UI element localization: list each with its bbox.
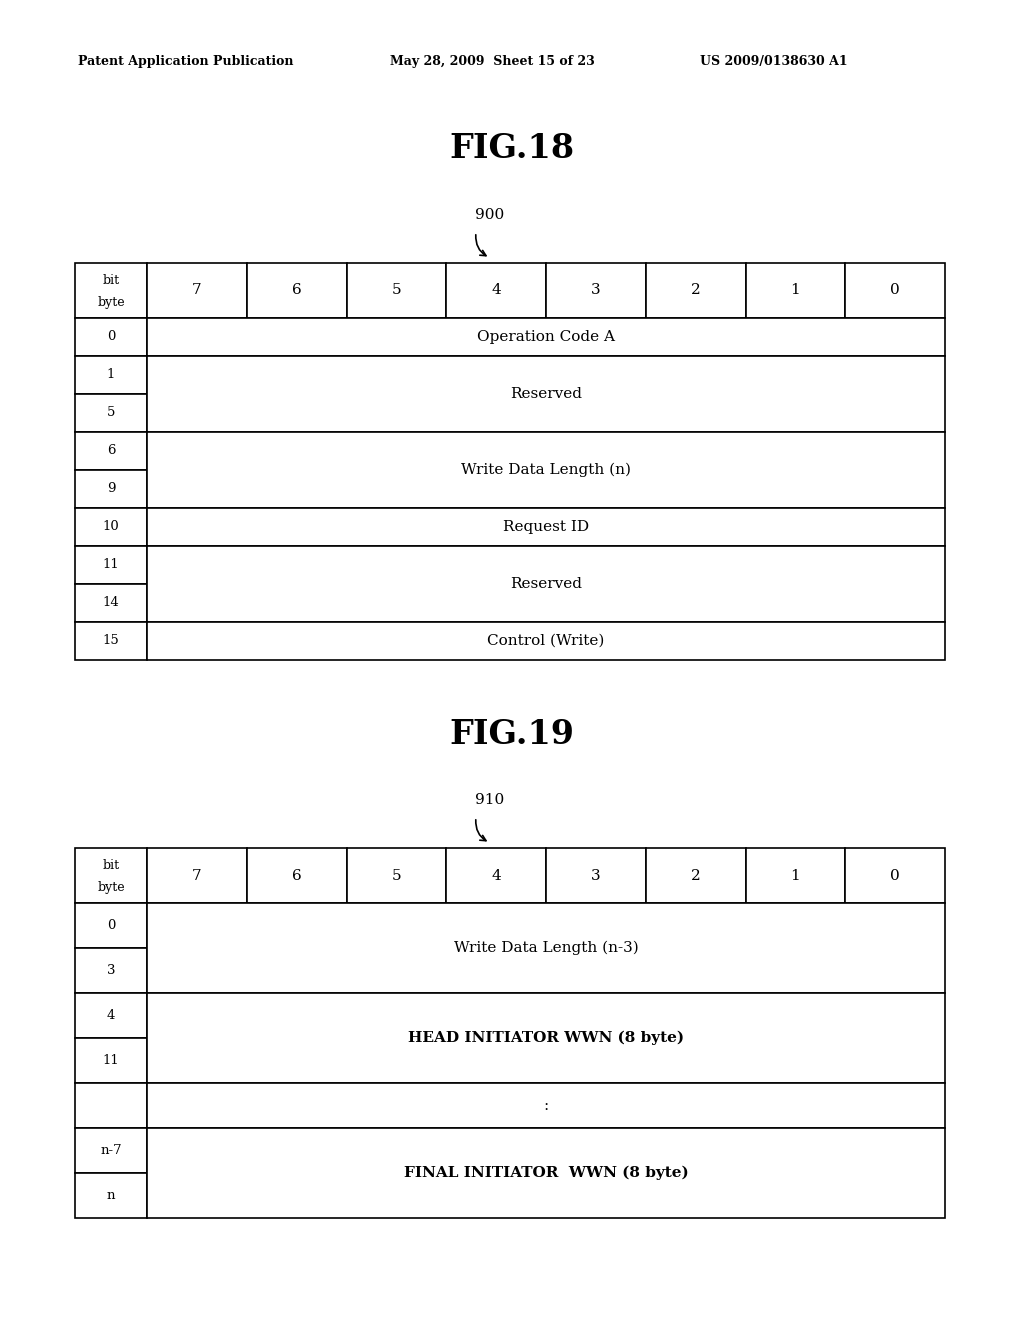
Bar [147, 508, 945, 546]
Text: Control (Write): Control (Write) [487, 634, 605, 648]
Bar [75, 993, 147, 1038]
Bar [75, 1129, 147, 1173]
Text: FIG.19: FIG.19 [450, 718, 574, 751]
Text: bit: bit [102, 859, 120, 873]
Text: Operation Code A: Operation Code A [477, 330, 615, 345]
Text: 1: 1 [791, 284, 800, 297]
Bar [75, 1173, 147, 1218]
Text: 0: 0 [106, 330, 115, 343]
Text: 0: 0 [890, 869, 900, 883]
Bar [75, 948, 147, 993]
Text: 15: 15 [102, 635, 120, 648]
Text: Request ID: Request ID [503, 520, 589, 535]
Bar [247, 263, 346, 318]
Bar [75, 393, 147, 432]
Text: bit: bit [102, 275, 120, 286]
Bar [75, 432, 147, 470]
Bar [446, 263, 546, 318]
Text: 5: 5 [391, 869, 401, 883]
Bar [147, 1082, 945, 1129]
Bar [75, 1082, 147, 1129]
Text: FINAL INITIATOR  WWN (8 byte): FINAL INITIATOR WWN (8 byte) [403, 1166, 688, 1180]
Text: US 2009/0138630 A1: US 2009/0138630 A1 [700, 55, 848, 69]
Bar [75, 622, 147, 660]
Bar [75, 508, 147, 546]
Bar [845, 263, 945, 318]
Bar [147, 432, 945, 508]
Bar [147, 263, 247, 318]
Text: 11: 11 [102, 558, 120, 572]
Bar [646, 263, 745, 318]
Text: :: : [544, 1098, 549, 1113]
Bar [75, 263, 147, 318]
Bar [147, 993, 945, 1082]
Text: Reserved: Reserved [510, 577, 582, 591]
Bar [845, 847, 945, 903]
Text: n-7: n-7 [100, 1144, 122, 1158]
Text: 6: 6 [292, 284, 301, 297]
Bar [147, 1129, 945, 1218]
Bar [346, 263, 446, 318]
Bar [75, 903, 147, 948]
Text: byte: byte [97, 882, 125, 894]
Bar [147, 318, 945, 356]
Text: 2: 2 [691, 869, 700, 883]
Bar [147, 356, 945, 432]
Bar [75, 470, 147, 508]
Text: 0: 0 [890, 284, 900, 297]
Text: 2: 2 [691, 284, 700, 297]
Bar [745, 263, 845, 318]
Text: n: n [106, 1189, 116, 1203]
Text: 4: 4 [492, 869, 501, 883]
Text: 900: 900 [475, 209, 505, 222]
Text: 3: 3 [591, 284, 601, 297]
Text: 6: 6 [292, 869, 301, 883]
Bar [546, 847, 646, 903]
Text: 910: 910 [475, 793, 505, 807]
Text: 9: 9 [106, 483, 116, 495]
Text: FIG.18: FIG.18 [450, 132, 574, 165]
Text: 7: 7 [193, 869, 202, 883]
Bar [147, 546, 945, 622]
Text: 11: 11 [102, 1053, 120, 1067]
Text: 1: 1 [791, 869, 800, 883]
Text: Write Data Length (n): Write Data Length (n) [461, 463, 631, 478]
Text: 5: 5 [391, 284, 401, 297]
Bar [75, 583, 147, 622]
Text: Write Data Length (n-3): Write Data Length (n-3) [454, 941, 638, 956]
Bar [745, 847, 845, 903]
Text: 3: 3 [591, 869, 601, 883]
Bar [147, 903, 945, 993]
Bar [75, 1038, 147, 1082]
Text: 4: 4 [106, 1008, 115, 1022]
Text: 0: 0 [106, 919, 115, 932]
Text: May 28, 2009  Sheet 15 of 23: May 28, 2009 Sheet 15 of 23 [390, 55, 595, 69]
Text: Patent Application Publication: Patent Application Publication [78, 55, 294, 69]
Bar [646, 847, 745, 903]
Bar [147, 847, 247, 903]
Text: HEAD INITIATOR WWN (8 byte): HEAD INITIATOR WWN (8 byte) [408, 1031, 684, 1045]
Text: 7: 7 [193, 284, 202, 297]
Text: 6: 6 [106, 445, 116, 458]
Bar [346, 847, 446, 903]
Text: byte: byte [97, 296, 125, 309]
Text: 14: 14 [102, 597, 120, 610]
Text: Reserved: Reserved [510, 387, 582, 401]
Bar [546, 263, 646, 318]
Bar [247, 847, 346, 903]
Bar [75, 847, 147, 903]
Text: 1: 1 [106, 368, 115, 381]
Text: 3: 3 [106, 964, 116, 977]
Bar [75, 546, 147, 583]
Text: 10: 10 [102, 520, 120, 533]
Text: 5: 5 [106, 407, 115, 420]
Bar [75, 318, 147, 356]
Bar [75, 356, 147, 393]
Text: 4: 4 [492, 284, 501, 297]
Bar [446, 847, 546, 903]
Bar [147, 622, 945, 660]
